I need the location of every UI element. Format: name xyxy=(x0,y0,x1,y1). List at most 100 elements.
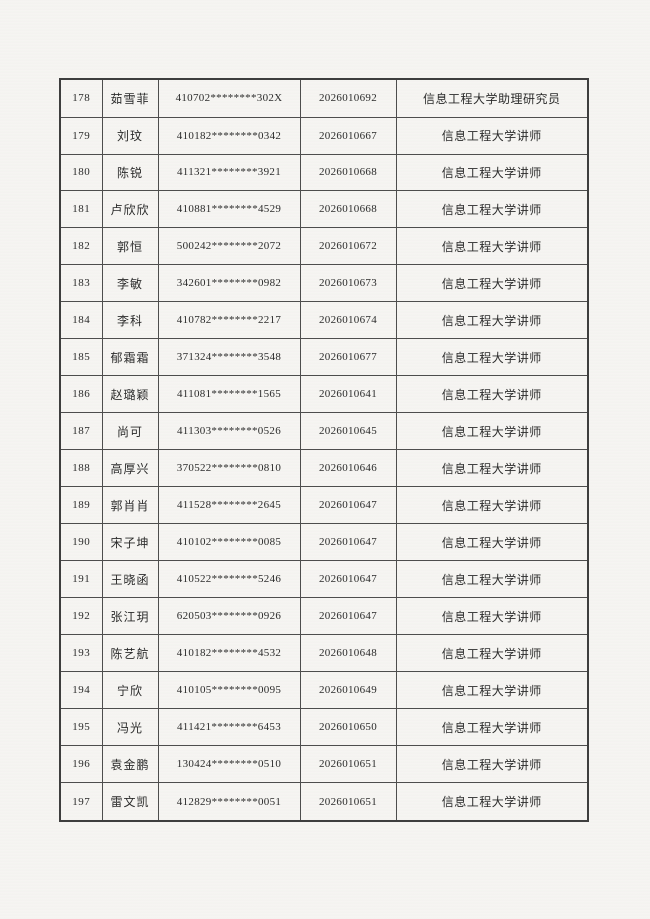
cell-index: 197 xyxy=(59,782,103,822)
table-row: 195 冯光 411421********6453 2026010650 信息工… xyxy=(59,708,589,747)
cell-position: 信息工程大学讲师 xyxy=(395,671,589,710)
cell-cert-number: 2026010677 xyxy=(299,338,397,377)
cell-position: 信息工程大学讲师 xyxy=(395,153,589,192)
cell-cert-number: 2026010647 xyxy=(299,597,397,636)
cell-name: 张江玥 xyxy=(101,597,159,636)
cell-position: 信息工程大学讲师 xyxy=(395,190,589,229)
cell-id-number: 410702********302X xyxy=(157,78,301,118)
cell-name: 郁霜霜 xyxy=(101,338,159,377)
cell-id-number: 411081********1565 xyxy=(157,375,301,414)
table-row: 181 卢欣欣 410881********4529 2026010668 信息… xyxy=(59,190,589,229)
cell-position: 信息工程大学讲师 xyxy=(395,634,589,673)
cell-index: 189 xyxy=(59,486,103,525)
cell-name: 茹雪菲 xyxy=(101,78,159,118)
cell-index: 193 xyxy=(59,634,103,673)
cell-cert-number: 2026010667 xyxy=(299,116,397,155)
cell-id-number: 410182********4532 xyxy=(157,634,301,673)
cell-position: 信息工程大学讲师 xyxy=(395,227,589,266)
cell-id-number: 410105********0095 xyxy=(157,671,301,710)
table-row: 186 赵璐颖 411081********1565 2026010641 信息… xyxy=(59,375,589,414)
cell-cert-number: 2026010647 xyxy=(299,523,397,562)
table-row: 194 宁欣 410105********0095 2026010649 信息工… xyxy=(59,671,589,710)
table-row: 191 王晓函 410522********5246 2026010647 信息… xyxy=(59,560,589,599)
table-row: 185 郁霜霜 371324********3548 2026010677 信息… xyxy=(59,338,589,377)
cell-index: 183 xyxy=(59,264,103,303)
cell-position: 信息工程大学讲师 xyxy=(395,412,589,451)
cell-name: 冯光 xyxy=(101,708,159,747)
cell-position: 信息工程大学助理研究员 xyxy=(395,78,589,118)
cell-name: 高厚兴 xyxy=(101,449,159,488)
cell-name: 袁金鹏 xyxy=(101,745,159,784)
table-row: 192 张江玥 620503********0926 2026010647 信息… xyxy=(59,597,589,636)
table-row: 180 陈锐 411321********3921 2026010668 信息工… xyxy=(59,153,589,192)
cell-id-number: 410102********0085 xyxy=(157,523,301,562)
cell-name: 宁欣 xyxy=(101,671,159,710)
table-row: 182 郭恒 500242********2072 2026010672 信息工… xyxy=(59,227,589,266)
cell-cert-number: 2026010668 xyxy=(299,153,397,192)
cell-id-number: 130424********0510 xyxy=(157,745,301,784)
cell-name: 卢欣欣 xyxy=(101,190,159,229)
cell-name: 尚可 xyxy=(101,412,159,451)
cell-position: 信息工程大学讲师 xyxy=(395,597,589,636)
cell-cert-number: 2026010645 xyxy=(299,412,397,451)
cell-position: 信息工程大学讲师 xyxy=(395,375,589,414)
cell-index: 190 xyxy=(59,523,103,562)
cell-index: 191 xyxy=(59,560,103,599)
cell-id-number: 411321********3921 xyxy=(157,153,301,192)
cell-name: 李敏 xyxy=(101,264,159,303)
cell-id-number: 410182********0342 xyxy=(157,116,301,155)
cell-name: 郭恒 xyxy=(101,227,159,266)
cell-position: 信息工程大学讲师 xyxy=(395,338,589,377)
cell-cert-number: 2026010651 xyxy=(299,745,397,784)
cell-cert-number: 2026010646 xyxy=(299,449,397,488)
cell-index: 186 xyxy=(59,375,103,414)
cell-cert-number: 2026010668 xyxy=(299,190,397,229)
cell-index: 194 xyxy=(59,671,103,710)
table-row: 187 尚可 411303********0526 2026010645 信息工… xyxy=(59,412,589,451)
cell-cert-number: 2026010672 xyxy=(299,227,397,266)
table-row: 190 宋子坤 410102********0085 2026010647 信息… xyxy=(59,523,589,562)
cell-index: 188 xyxy=(59,449,103,488)
cell-cert-number: 2026010648 xyxy=(299,634,397,673)
cell-position: 信息工程大学讲师 xyxy=(395,523,589,562)
cell-id-number: 411421********6453 xyxy=(157,708,301,747)
cell-index: 192 xyxy=(59,597,103,636)
cell-index: 181 xyxy=(59,190,103,229)
table-row: 197 雷文凯 412829********0051 2026010651 信息… xyxy=(59,782,589,822)
cell-id-number: 410881********4529 xyxy=(157,190,301,229)
cell-id-number: 500242********2072 xyxy=(157,227,301,266)
cell-name: 李科 xyxy=(101,301,159,340)
cell-name: 宋子坤 xyxy=(101,523,159,562)
cell-cert-number: 2026010651 xyxy=(299,782,397,822)
cell-position: 信息工程大学讲师 xyxy=(395,449,589,488)
cell-position: 信息工程大学讲师 xyxy=(395,708,589,747)
cell-id-number: 342601********0982 xyxy=(157,264,301,303)
cell-index: 179 xyxy=(59,116,103,155)
cell-name: 王晓函 xyxy=(101,560,159,599)
cell-cert-number: 2026010641 xyxy=(299,375,397,414)
table-row: 193 陈艺航 410182********4532 2026010648 信息… xyxy=(59,634,589,673)
table-row: 196 袁金鹏 130424********0510 2026010651 信息… xyxy=(59,745,589,784)
cell-index: 180 xyxy=(59,153,103,192)
cell-id-number: 411303********0526 xyxy=(157,412,301,451)
table-row: 189 郭肖肖 411528********2645 2026010647 信息… xyxy=(59,486,589,525)
cell-cert-number: 2026010647 xyxy=(299,486,397,525)
cell-cert-number: 2026010647 xyxy=(299,560,397,599)
cell-cert-number: 2026010674 xyxy=(299,301,397,340)
cell-index: 187 xyxy=(59,412,103,451)
table-row: 183 李敏 342601********0982 2026010673 信息工… xyxy=(59,264,589,303)
cell-position: 信息工程大学讲师 xyxy=(395,264,589,303)
table-row: 188 高厚兴 370522********0810 2026010646 信息… xyxy=(59,449,589,488)
cell-position: 信息工程大学讲师 xyxy=(395,116,589,155)
cell-position: 信息工程大学讲师 xyxy=(395,782,589,822)
cell-id-number: 411528********2645 xyxy=(157,486,301,525)
cell-position: 信息工程大学讲师 xyxy=(395,486,589,525)
cell-name: 雷文凯 xyxy=(101,782,159,822)
cell-cert-number: 2026010649 xyxy=(299,671,397,710)
cell-name: 赵璐颖 xyxy=(101,375,159,414)
cell-id-number: 410522********5246 xyxy=(157,560,301,599)
cell-cert-number: 2026010650 xyxy=(299,708,397,747)
cell-name: 郭肖肖 xyxy=(101,486,159,525)
cell-index: 182 xyxy=(59,227,103,266)
